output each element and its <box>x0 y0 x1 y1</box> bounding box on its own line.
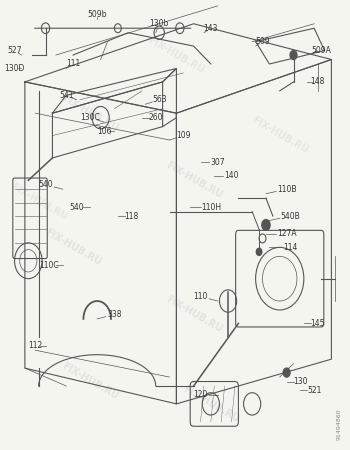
Text: 509b: 509b <box>88 10 107 19</box>
Text: FIX-HUB.RU: FIX-HUB.RU <box>60 93 120 133</box>
Text: 110B: 110B <box>277 184 296 194</box>
Text: 540: 540 <box>69 202 84 211</box>
Text: 527: 527 <box>7 46 22 55</box>
Text: 130D: 130D <box>4 64 25 73</box>
Text: FIX-HUB.RU: FIX-HUB.RU <box>146 35 206 75</box>
Text: FIX-HUB.RU: FIX-HUB.RU <box>164 294 224 335</box>
Text: 143: 143 <box>204 24 218 33</box>
Text: FIX-HUB.RU: FIX-HUB.RU <box>181 384 241 424</box>
Text: FIX-HUB.RU: FIX-HUB.RU <box>60 361 120 402</box>
Circle shape <box>262 220 270 230</box>
Text: 110H: 110H <box>201 202 221 211</box>
Text: FIX-HUB.RU: FIX-HUB.RU <box>9 182 69 223</box>
Text: 541: 541 <box>59 91 74 100</box>
Text: 130: 130 <box>293 377 308 386</box>
Text: 110C: 110C <box>39 261 59 270</box>
Text: 91494860: 91494860 <box>337 408 342 440</box>
Text: 111: 111 <box>66 59 80 68</box>
Text: 563: 563 <box>152 95 167 104</box>
Text: 140: 140 <box>224 171 239 180</box>
Circle shape <box>283 368 290 377</box>
Circle shape <box>256 248 262 256</box>
Text: 145: 145 <box>310 319 325 328</box>
Text: 114: 114 <box>283 243 297 252</box>
Text: FIX-HUB.RU: FIX-HUB.RU <box>250 115 310 156</box>
Text: 109: 109 <box>176 131 190 140</box>
Text: 112: 112 <box>28 341 42 350</box>
Text: 521: 521 <box>307 386 321 395</box>
Text: 260: 260 <box>148 113 163 122</box>
Text: 509A: 509A <box>311 46 331 55</box>
Text: 110: 110 <box>193 292 208 301</box>
Text: 127A: 127A <box>277 230 296 238</box>
Text: 540: 540 <box>38 180 53 189</box>
Text: 509: 509 <box>255 37 270 46</box>
Text: 130b: 130b <box>149 19 169 28</box>
Text: 540B: 540B <box>280 212 300 220</box>
Text: FIX-HUB.RU: FIX-HUB.RU <box>164 160 224 200</box>
Text: 338: 338 <box>107 310 122 319</box>
Text: FIX-HUB.RU: FIX-HUB.RU <box>43 227 103 268</box>
Text: 106: 106 <box>97 126 111 135</box>
Text: 148: 148 <box>310 77 325 86</box>
Text: 120: 120 <box>193 391 208 400</box>
Text: 307: 307 <box>210 158 225 167</box>
Text: 118: 118 <box>125 212 139 220</box>
Text: 130C: 130C <box>80 113 100 122</box>
Circle shape <box>290 50 297 59</box>
